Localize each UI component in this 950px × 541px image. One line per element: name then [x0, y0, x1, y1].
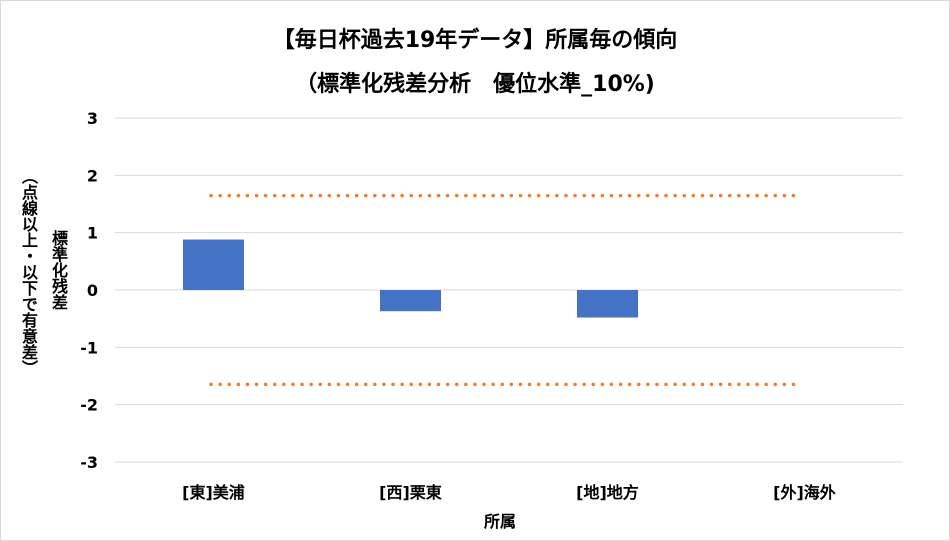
x-tick-label: [西]栗東: [379, 483, 442, 502]
y-tick-label: 2: [87, 166, 98, 185]
x-tick-label: [東]美浦: [182, 483, 245, 502]
x-tick-label: [外]海外: [773, 483, 836, 502]
y-axis-label: 標準化残差: [49, 230, 68, 310]
y-tick-label: -2: [80, 396, 98, 415]
bar: [380, 290, 441, 312]
bar: [183, 239, 244, 290]
chart-title: 【毎日杯過去19年データ】所属毎の傾向: [272, 28, 678, 53]
x-axis-label: 所属: [483, 512, 516, 531]
y-axis-label-note: （点線以上・以下で有意差）: [19, 168, 38, 376]
y-tick-label: -1: [80, 338, 98, 357]
y-tick-label: -3: [80, 453, 98, 472]
x-tick-label: [地]地方: [576, 483, 639, 502]
y-tick-label: 3: [87, 109, 98, 128]
y-tick-label: 0: [87, 281, 98, 300]
bar: [577, 290, 638, 318]
y-tick-label: 1: [87, 224, 98, 243]
chart-subtitle: （標準化残差分析 優位水準_10%): [295, 72, 655, 97]
